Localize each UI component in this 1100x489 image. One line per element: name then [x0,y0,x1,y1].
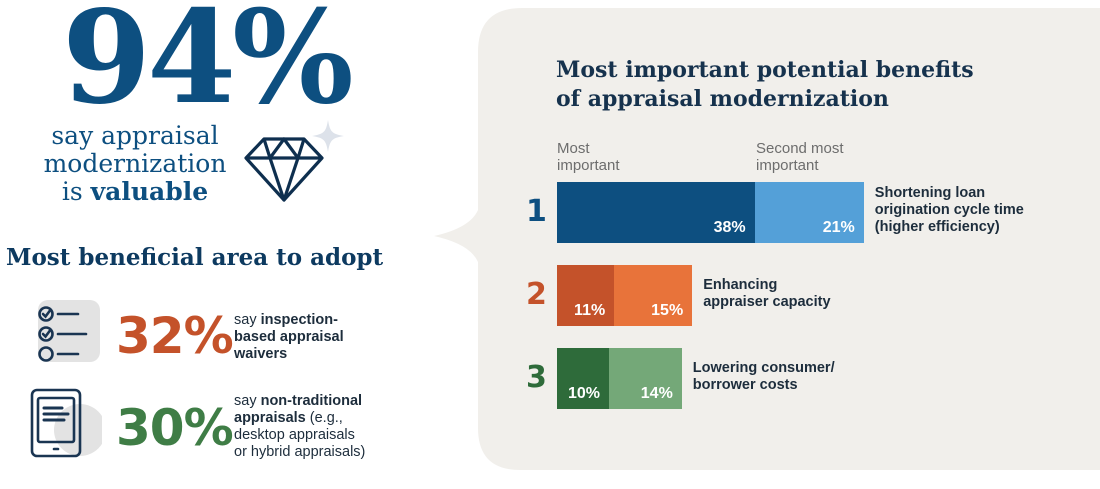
chart-title-line-2: of appraisal modernization [556,86,889,112]
bar-segment-most-1: 38% [557,182,755,243]
adopt-text-nt-bold-2: appraisals [234,410,306,426]
adopt-text-waivers: say inspection- based appraisal waivers [234,312,344,363]
bar-label-line: appraiser capacity [703,293,831,310]
adopt-text-waivers-bold-3: waivers [234,346,288,362]
rank-1: 1 [526,194,547,229]
adopt-text-nt-line: appraisals (e.g., [234,410,365,427]
adopt-text-nt-line: or hybrid appraisals) [234,444,366,460]
bar-label-line: borrower costs [692,376,798,393]
legend-most-important-line: Most [557,140,590,157]
chart-title-line-1: Most important potential benefits [556,57,974,83]
bar-segment-most-3: 10% [557,348,609,409]
headline-line-1: say appraisal [51,121,219,150]
tablet-icon [30,388,102,458]
adopt-text-nontraditional: say non-traditional appraisals (e.g., de… [234,393,365,461]
adopt-text-waivers-prefix: say [234,312,261,328]
headline-caption: say appraisal modernization is valuable [30,122,240,206]
headline-percent: 94% [62,0,354,133]
adopt-text-waivers-line: based appraisal [234,329,344,346]
adopt-percent-waivers: 32% [116,307,234,365]
legend-second-most-important: Second most important [756,140,886,174]
bar-label-line: origination cycle time [874,202,1024,218]
adopt-text-waivers-bold-2: based appraisal [234,329,344,345]
bar-segment-second-3: 14% [609,348,682,409]
bar-label-line: (higher efficiency) [874,219,1000,235]
adopt-text-waivers-bold-1: inspection- [260,312,338,328]
adopt-text-nt-line: say non-traditional [234,393,365,410]
headline-line-3-prefix: is [61,177,91,206]
adopt-text-nt-line: desktop appraisals [234,427,355,443]
rank-3: 3 [526,360,547,395]
adopt-text-waivers-line: waivers [234,346,344,363]
legend-second-line: important [756,157,819,174]
bar-label-line: Enhancing [703,276,778,293]
legend-most-important: Most important [557,140,687,174]
bar-label-2: Enhancing appraiser capacity [703,277,830,311]
bar-label-line: Lowering consumer/ [692,359,835,376]
bar-label-1: Shortening loan origination cycle time (hi… [875,185,1024,236]
headline-line-2: modernization [43,149,227,178]
adopt-percent-nontraditional: 30% [116,399,234,457]
bar-segment-second-1: 21% [754,182,864,243]
headline-valuable: valuable [90,177,209,206]
diamond-icon [244,120,344,202]
checklist-icon [38,300,100,362]
bar-label-3: Lowering consumer/borrower costs [693,360,835,394]
adopt-text-nt-prefix: say [234,393,261,409]
adopt-text-waivers-line: say inspection- [234,312,344,329]
legend-second-line: Second most [756,140,844,157]
adopt-text-nt-bold-1: non-traditional [260,393,363,409]
legend-most-important-line: important [557,157,620,174]
adopt-text-nt-rest: (e.g., [305,410,343,426]
bar-segment-most-2: 11% [557,265,615,326]
bar-label-line: Shortening loan [874,185,986,201]
adopt-heading: Most beneficial area to adopt [6,244,384,271]
chart-title: Most important potential benefits of app… [556,56,1026,114]
rank-2: 2 [526,277,547,312]
headline-line-3: is valuable [30,178,240,206]
bar-segment-second-2: 15% [614,265,693,326]
